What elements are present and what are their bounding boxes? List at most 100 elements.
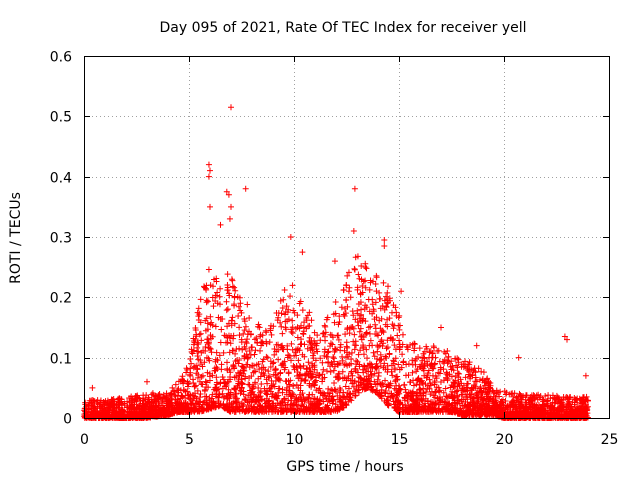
- data-point: [302, 377, 309, 384]
- data-point: [236, 324, 243, 331]
- data-point: [391, 342, 398, 349]
- data-point: [203, 297, 210, 304]
- data-point: [354, 369, 361, 376]
- data-point: [389, 337, 396, 344]
- data-point: [561, 333, 568, 340]
- data-point: [360, 369, 367, 376]
- data-point: [197, 319, 204, 326]
- data-point: [547, 410, 554, 417]
- data-point: [184, 366, 191, 373]
- data-point: [228, 203, 234, 210]
- data-point: [283, 303, 290, 310]
- data-point: [413, 403, 420, 410]
- data-point: [355, 300, 362, 307]
- data-point: [288, 406, 295, 413]
- data-point: [236, 345, 243, 352]
- data-point: [161, 412, 168, 419]
- data-point: [197, 296, 204, 303]
- data-point: [355, 271, 362, 278]
- data-point: [316, 396, 323, 403]
- data-point: [468, 366, 475, 373]
- data-point: [373, 274, 380, 281]
- data-point: [285, 397, 292, 404]
- data-point: [307, 342, 314, 349]
- data-point: [241, 318, 248, 325]
- data-point: [366, 330, 373, 337]
- data-point: [223, 359, 230, 366]
- data-point: [458, 396, 465, 403]
- data-point: [377, 381, 384, 388]
- data-point: [107, 406, 114, 413]
- data-point: [351, 266, 358, 273]
- data-point: [172, 393, 179, 400]
- data-point: [579, 394, 586, 401]
- data-point: [409, 369, 416, 376]
- data-point: [393, 312, 400, 319]
- data-point: [478, 405, 485, 412]
- data-point: [384, 344, 391, 351]
- data-point: [426, 349, 433, 356]
- data-point: [489, 409, 496, 416]
- data-point: [469, 372, 476, 379]
- data-point: [378, 315, 385, 322]
- data-point: [301, 397, 308, 404]
- data-point: [244, 399, 251, 406]
- data-point: [226, 215, 233, 222]
- data-point: [348, 349, 355, 356]
- data-point: [213, 364, 220, 371]
- data-point: [234, 293, 241, 300]
- data-point: [188, 360, 195, 367]
- data-point: [267, 363, 274, 370]
- data-point: [344, 390, 351, 397]
- data-point: [242, 323, 249, 330]
- data-point: [228, 317, 235, 324]
- data-point: [399, 341, 406, 348]
- data-point: [246, 328, 253, 335]
- data-point: [462, 363, 469, 370]
- data-point: [275, 341, 282, 348]
- data-point: [558, 402, 565, 409]
- data-point: [203, 379, 210, 386]
- data-point: [186, 395, 193, 402]
- data-point: [351, 265, 358, 272]
- data-point: [306, 391, 313, 398]
- data-point: [232, 408, 239, 415]
- data-point: [325, 385, 332, 392]
- data-point: [297, 382, 304, 389]
- data-point: [257, 407, 264, 414]
- data-point: [203, 383, 210, 390]
- data-point: [337, 397, 344, 404]
- data-point: [255, 385, 262, 392]
- data-point: [331, 358, 338, 365]
- data-point: [385, 402, 392, 409]
- data-point: [98, 405, 105, 412]
- data-point: [362, 284, 369, 291]
- data-point: [320, 366, 327, 373]
- data-point: [279, 305, 286, 312]
- data-point: [94, 400, 101, 407]
- data-point: [500, 410, 507, 417]
- axis-ticks: 0 5 10 15 20 25 0 0.1 0.2 0.3 0.4 0.5 0.6: [50, 50, 619, 449]
- data-point: [571, 414, 578, 421]
- data-point: [166, 397, 173, 404]
- data-point: [407, 341, 414, 348]
- data-point: [453, 407, 460, 414]
- data-point: [121, 411, 128, 418]
- data-point: [308, 383, 315, 390]
- data-point: [373, 365, 380, 372]
- data-point: [207, 313, 214, 320]
- data-point: [353, 383, 360, 390]
- data-point: [247, 331, 254, 338]
- data-point: [299, 249, 306, 256]
- data-point: [244, 301, 251, 308]
- data-point: [567, 412, 574, 419]
- data-point: [489, 405, 496, 412]
- data-point: [344, 326, 351, 333]
- data-point: [482, 378, 489, 385]
- data-point: [305, 399, 312, 406]
- data-point: [474, 410, 481, 417]
- data-point: [365, 324, 372, 331]
- data-point: [213, 381, 220, 388]
- data-point: [238, 388, 245, 395]
- data-point: [373, 387, 380, 394]
